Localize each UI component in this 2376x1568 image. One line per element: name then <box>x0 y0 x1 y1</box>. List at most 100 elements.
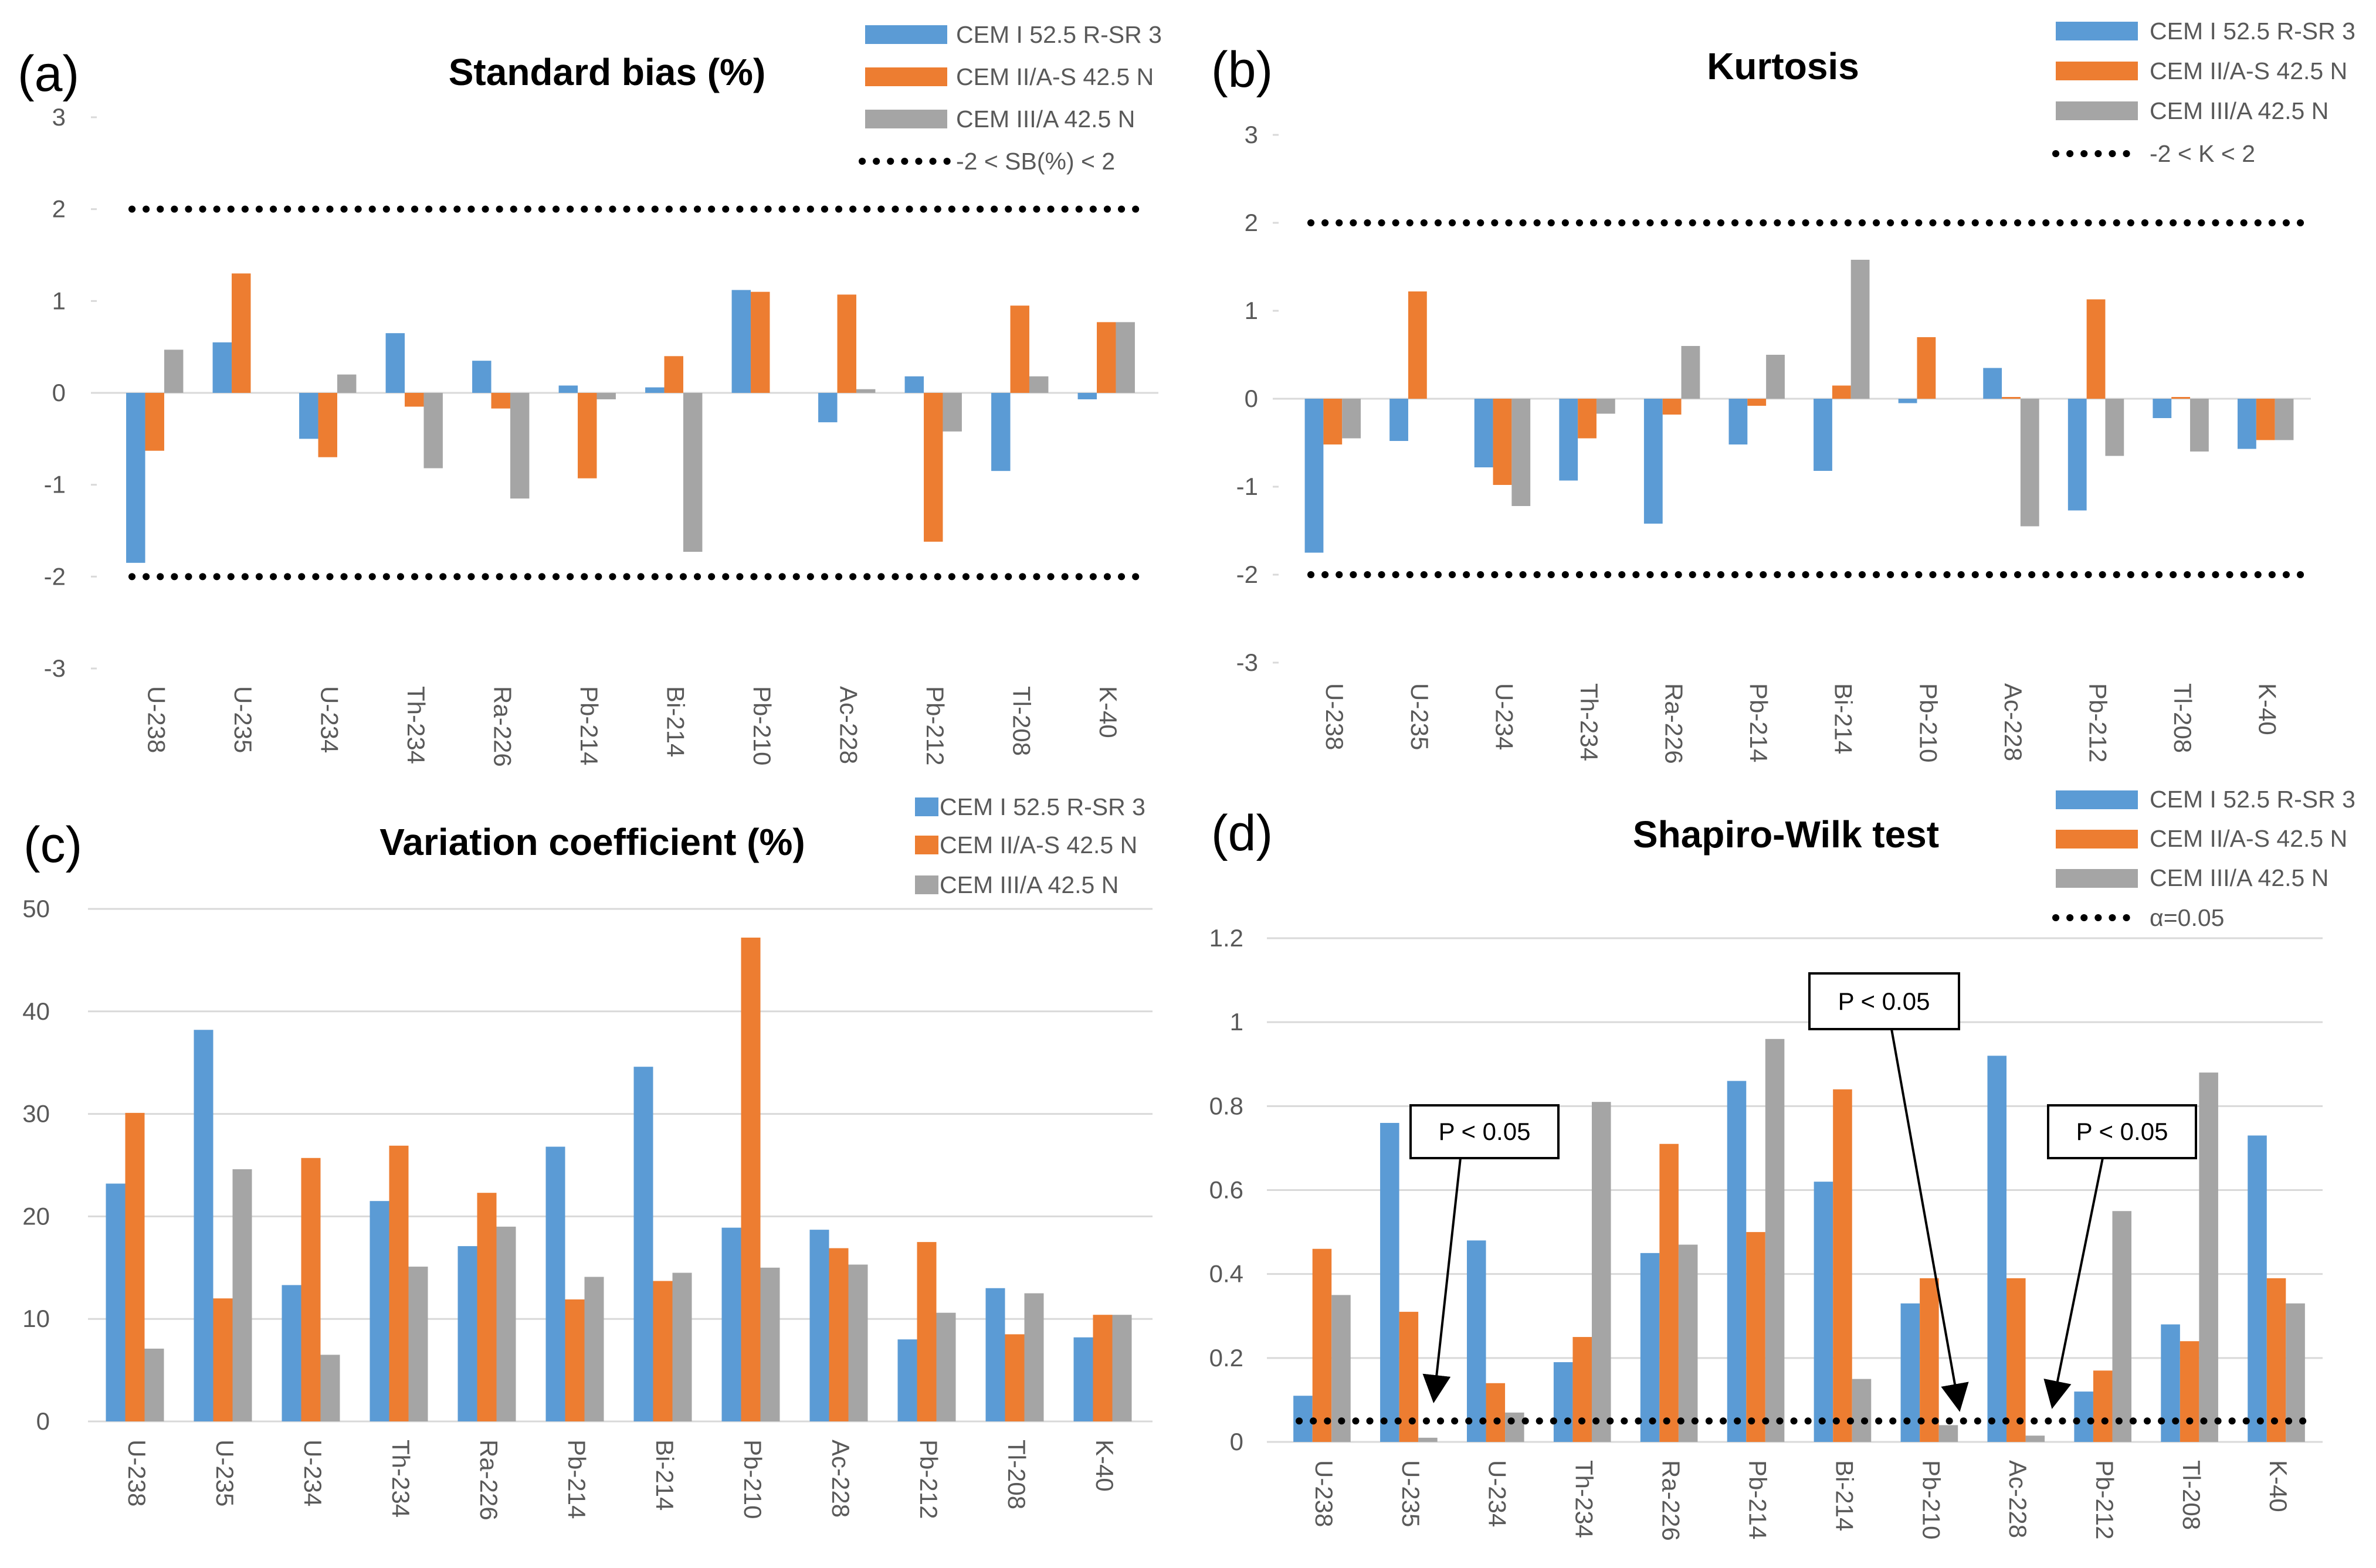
panel-b-xtick: Pb-214 <box>1745 683 1772 762</box>
panel-a-title: Standard bias (%) <box>449 51 766 93</box>
panel-c-bar-U-234-s1 <box>301 1158 321 1421</box>
panel-a-bar-Pb-212-s2 <box>943 393 962 432</box>
panel-b-bar-Ra-226-s1 <box>1662 399 1682 415</box>
panel-d-bar-U-235-s0 <box>1380 1122 1399 1442</box>
panel-b-legend-swatch-2 <box>2056 101 2138 120</box>
panel-c-bar-Pb-214-s1 <box>565 1299 585 1421</box>
panel-c-bar-Th-234-s0 <box>370 1201 389 1421</box>
panel-c-bar-K-40-s0 <box>1073 1337 1093 1421</box>
panel-a-xtick: K-40 <box>1094 686 1122 738</box>
panel-c-bar-Tl-208-s1 <box>1005 1334 1025 1421</box>
panel-b-legend-label-2: CEM III/A 42.5 N <box>2150 97 2328 124</box>
panel-d-plot: 0 0.2 0.4 0.6 0.8 1 1.2 U-238 U-235 U-234 Th-234 Ra… <box>1209 924 2323 1541</box>
panel-b-bar-Th-234-s0 <box>1559 399 1578 481</box>
panel-d-bar-U-234-s1 <box>1486 1383 1506 1442</box>
panel-b-bar-Pb-210-s0 <box>1898 399 1917 403</box>
panel-c-bar-K-40-s2 <box>1112 1315 1132 1421</box>
panel-a-bar-U-234-s2 <box>337 374 357 393</box>
panel-d-bar-Ra-226-s0 <box>1640 1253 1660 1442</box>
panel-c-legend-label-2: CEM III/A 42.5 N <box>940 871 1118 898</box>
panel-b-bar-Bi-214-s0 <box>1814 399 1832 471</box>
panel-a-letter: (a) <box>18 46 79 102</box>
panel-b-bar-U-235-s1 <box>1408 291 1427 399</box>
panel-b-bar-Ac-228-s2 <box>2020 399 2039 527</box>
panel-c-bar-Pb-210-s0 <box>721 1227 741 1421</box>
panel-a-legend: CEM I 52.5 R-SR 3 CEM II/A-S 42.5 N CEM … <box>859 21 1162 175</box>
panel-d-bar-U-234-s0 <box>1466 1240 1486 1442</box>
panel-c-bar-Ac-228-s2 <box>848 1264 868 1421</box>
panel-c: (c) Variation coefficient (%) CEM I 52.5… <box>22 793 1153 1521</box>
panel-c-bar-U-238-s0 <box>106 1183 126 1421</box>
panel-a-bar-Th-234-s0 <box>385 333 405 393</box>
panel-d-bar-Pb-212-s0 <box>2074 1391 2093 1442</box>
panel-a-bar-Ac-228-s0 <box>818 393 838 423</box>
annotation-1-arrow <box>1422 1158 1462 1403</box>
annotation-1-box <box>1409 1104 1560 1159</box>
panel-c-legend-swatch-2 <box>915 875 938 894</box>
panel-d-bar-Tl-208-s2 <box>2199 1073 2218 1442</box>
panel-c-ytick: 40 <box>22 997 50 1025</box>
panel-c-bar-Pb-212-s1 <box>917 1242 937 1421</box>
panel-c-bar-U-238-s2 <box>144 1348 164 1421</box>
panel-b-bar-Pb-212-s1 <box>2086 299 2106 399</box>
panel-a-bar-Ra-226-s1 <box>491 393 510 409</box>
panel-a-xtick: Ac-228 <box>835 686 863 764</box>
panel-d-ytick: 0.2 <box>1209 1344 1243 1372</box>
panel-b-bar-Tl-208-s2 <box>2190 399 2209 452</box>
panel-b-letter: (b) <box>1211 42 1273 98</box>
panel-d-bar-Pb-214-s1 <box>1746 1232 1765 1442</box>
panel-b-bar-Ac-228-s0 <box>1983 368 2002 399</box>
panel-c-bar-U-235-s2 <box>232 1169 252 1421</box>
panel-c-bar-K-40-s1 <box>1093 1315 1113 1421</box>
panel-b-title: Kurtosis <box>1707 45 1859 87</box>
panel-a-xtick: U-235 <box>229 686 257 753</box>
panel-b-xtick: U-234 <box>1490 683 1518 750</box>
panel-d-bar-Pb-214-s0 <box>1727 1081 1747 1442</box>
panel-b-ytick: 1 <box>1245 297 1258 324</box>
panel-c-bar-Ra-226-s2 <box>496 1226 516 1421</box>
panel-b-xtick: Ac-228 <box>1999 683 2027 761</box>
panel-c-legend: CEM I 52.5 R-SR 3 CEM II/A-S 42.5 N CEM … <box>915 793 1145 898</box>
panel-b-ytick: -1 <box>1236 473 1258 500</box>
panel-c-bar-Pb-214-s2 <box>584 1277 604 1421</box>
panel-d-bar-Pb-210-s0 <box>1900 1303 1920 1442</box>
panel-c-ytick: 20 <box>22 1202 50 1230</box>
panel-a-bar-Pb-210-s1 <box>751 291 770 393</box>
panel-c-bar-Pb-210-s1 <box>741 937 761 1421</box>
panel-d-legend-swatch-0 <box>2056 790 2138 809</box>
panel-b-xtick: U-238 <box>1321 683 1348 750</box>
annotation-3-box <box>2047 1104 2197 1159</box>
panel-a-bar-Tl-208-s0 <box>991 393 1011 471</box>
panel-d-ytick: 1.2 <box>1209 924 1243 952</box>
panel-d-xtick: K-40 <box>2265 1460 2292 1512</box>
panel-d-bar-U-238-s0 <box>1293 1396 1313 1442</box>
panel-b-bar-U-238-s1 <box>1323 399 1343 444</box>
panel-c-xtick: U-238 <box>123 1440 151 1506</box>
panel-d-bar-Pb-214-s2 <box>1765 1038 1785 1442</box>
panel-d-xtick: Pb-210 <box>1917 1460 1945 1539</box>
panel-c-bar-Th-234-s1 <box>389 1145 409 1421</box>
panel-a-bar-U-235-s0 <box>212 342 232 393</box>
panel-d-bar-Pb-212-s1 <box>2093 1370 2113 1442</box>
annotation-2-text: P < 0.05 <box>1838 987 1930 1015</box>
panel-a-legend-label-0: CEM I 52.5 R-SR 3 <box>956 21 1162 48</box>
panel-b-bar-Pb-210-s1 <box>1917 337 1936 399</box>
panel-b-bar-U-238-s2 <box>1342 399 1361 439</box>
panel-d-legend-swatch-2 <box>2056 869 2138 888</box>
panel-b-bar-U-234-s1 <box>1493 399 1512 485</box>
panel-c-ytick: 30 <box>22 1100 50 1128</box>
panel-c-bar-Ac-228-s0 <box>809 1230 829 1421</box>
panel-d-bar-U-238-s1 <box>1312 1248 1332 1442</box>
panel-d-xtick: Ra-226 <box>1658 1460 1685 1541</box>
panel-c-legend-label-0: CEM I 52.5 R-SR 3 <box>940 793 1145 820</box>
panel-c-bar-Pb-210-s2 <box>760 1267 780 1421</box>
panel-a-xtick: Tl-208 <box>1008 686 1036 756</box>
panel-b-legend: CEM I 52.5 R-SR 3 CEM II/A-S 42.5 N CEM … <box>2052 18 2355 167</box>
panel-d-bar-Bi-214-s0 <box>1814 1182 1833 1442</box>
panel-c-bar-U-235-s0 <box>194 1030 213 1421</box>
panel-a-ytick: 1 <box>52 287 66 314</box>
panel-a-legend-label-2: CEM III/A 42.5 N <box>956 106 1135 133</box>
panel-a-bar-Ac-228-s1 <box>837 294 856 393</box>
panel-a-bar-Pb-214-s0 <box>558 385 578 393</box>
panel-b-ytick: -2 <box>1236 561 1258 588</box>
